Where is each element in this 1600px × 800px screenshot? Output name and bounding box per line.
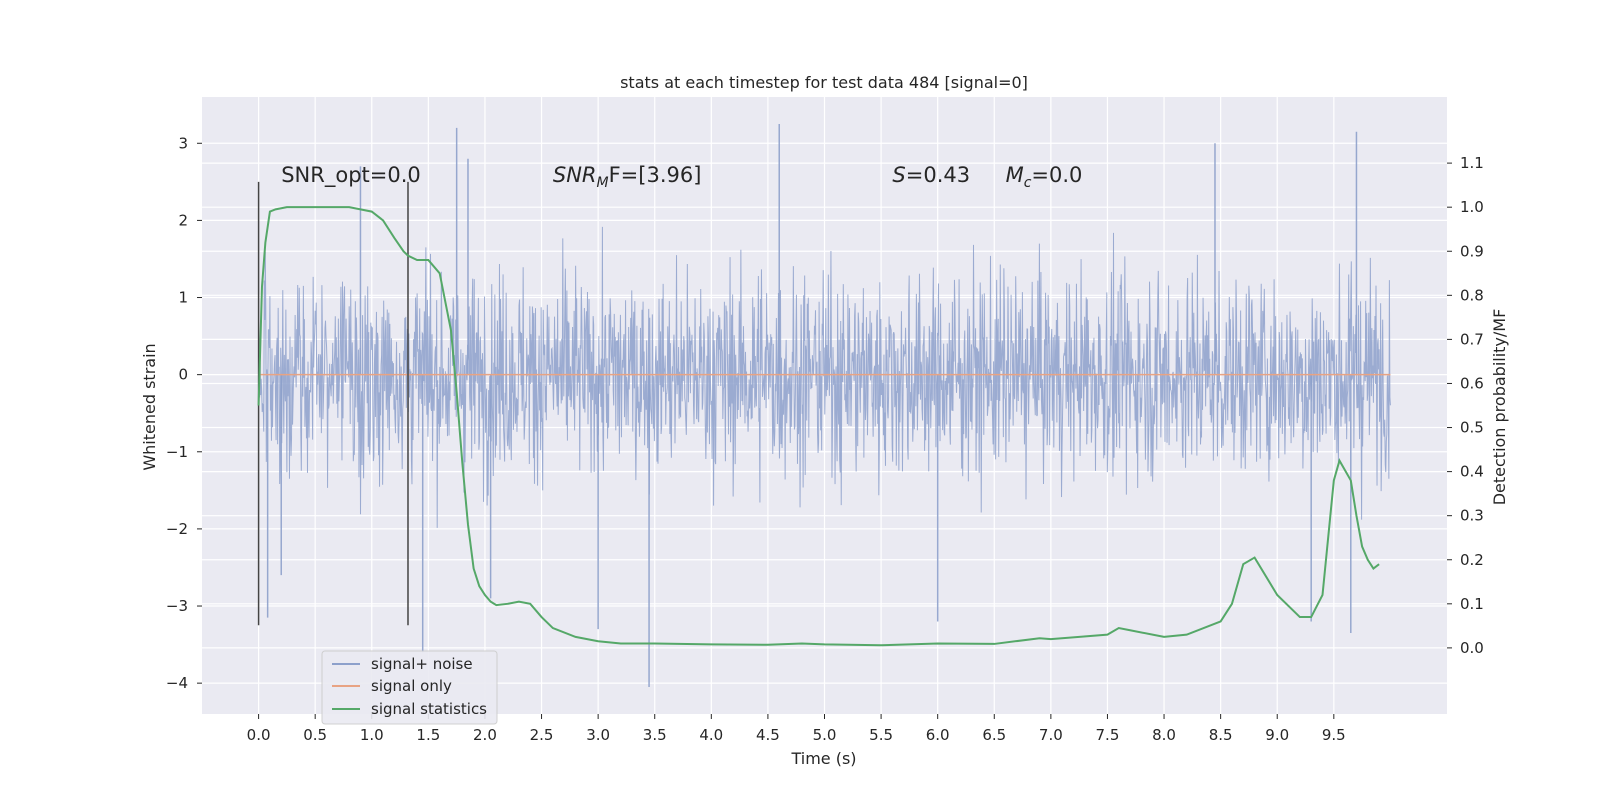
annotation-text: SNR_opt=0.0 — [281, 163, 421, 188]
right-y-axis-ticks: 0.0 0.1 0.2 0.3 0.4 0.5 0.6 0.7 0.8 0.9 1.0 1.1 — [1447, 154, 1484, 657]
legend: signal+ noise signal only signal statist… — [321, 650, 498, 725]
x-tick-label: 9.5 — [1322, 726, 1346, 744]
legend-box — [321, 650, 498, 725]
y-tick-label-right: 0.1 — [1460, 595, 1484, 613]
x-tick-label: 5.5 — [869, 726, 893, 744]
y-tick-label-left: 3 — [178, 134, 188, 152]
y-axis-label-right: Detection probability/MF — [1490, 309, 1509, 506]
left-y-axis-ticks: −4 −3 −2 −1 0 1 2 3 — [166, 134, 202, 692]
y-tick-label-right: 0.4 — [1460, 463, 1484, 481]
x-tick-label: 4.5 — [756, 726, 780, 744]
y-tick-label-right: 0.7 — [1460, 330, 1484, 348]
y-tick-label-right: 0.2 — [1460, 551, 1484, 569]
y-tick-label-left: −1 — [166, 443, 188, 461]
x-tick-label: 7.5 — [1096, 726, 1120, 744]
series-signal-statistics — [257, 206, 1380, 647]
x-axis-ticks: 0.0 0.5 1.0 1.5 2.0 2.5 3.0 3.5 4.0 4.5 5.0 5.5 6.0 6… — [247, 714, 1346, 744]
x-tick-label: 3.5 — [643, 726, 667, 744]
x-tick-label: 9.0 — [1265, 726, 1289, 744]
annotations: SNR_opt=0.0 SNRMF=[3.96] S=0.43 Mc=0.0 — [281, 163, 1082, 191]
x-tick-label: 8.5 — [1209, 726, 1233, 744]
legend-label-signal-only: signal only — [371, 677, 452, 695]
annotation-text: S=0.43 — [892, 163, 970, 187]
y-tick-label-left: −3 — [166, 597, 188, 615]
legend-label-signal-statistics: signal statistics — [371, 700, 487, 718]
x-tick-label: 1.5 — [416, 726, 440, 744]
x-tick-label: 1.0 — [360, 726, 384, 744]
x-axis-label: Time (s) — [790, 749, 856, 768]
series-signal-plus-noise — [258, 123, 1391, 688]
chart-title: stats at each timestep for test data 484… — [620, 73, 1028, 92]
x-tick-label: 2.5 — [530, 726, 554, 744]
y-tick-label-left: 0 — [178, 366, 188, 384]
y-tick-label-right: 0.8 — [1460, 286, 1484, 304]
y-tick-label-right: 1.0 — [1460, 198, 1484, 216]
y-axis-label-left: Whitened strain — [140, 343, 159, 470]
y-tick-label-left: −4 — [166, 674, 188, 692]
series-line-signal-plus-noise — [258, 226, 1391, 528]
x-tick-label: 8.0 — [1152, 726, 1176, 744]
x-tick-label: 3.0 — [586, 726, 610, 744]
y-tick-label-right: 0.9 — [1460, 242, 1484, 260]
x-tick-label: 5.0 — [813, 726, 837, 744]
series-line-signal-statistics — [257, 206, 1380, 647]
x-tick-label: 0.0 — [247, 726, 271, 744]
y-tick-label-right: 0.6 — [1460, 374, 1484, 392]
annotation-text: Mc=0.0 — [1006, 163, 1083, 191]
annotation-text: SNRMF=[3.96] — [553, 163, 702, 191]
x-tick-label: 0.5 — [303, 726, 327, 744]
y-tick-label-right: 0.5 — [1460, 419, 1484, 437]
y-tick-label-left: 1 — [178, 289, 188, 307]
y-tick-label-right: 0.3 — [1460, 507, 1484, 525]
y-tick-label-left: 2 — [178, 211, 188, 229]
legend-label-signal-plus-noise: signal+ noise — [371, 655, 473, 673]
x-tick-label: 7.0 — [1039, 726, 1063, 744]
y-tick-label-left: −2 — [166, 520, 188, 538]
x-tick-label: 6.5 — [982, 726, 1006, 744]
x-tick-label: 4.0 — [699, 726, 723, 744]
y-tick-label-right: 1.1 — [1460, 154, 1484, 172]
x-tick-label: 2.0 — [473, 726, 497, 744]
y-tick-label-right: 0.0 — [1460, 639, 1484, 657]
x-tick-label: 6.0 — [926, 726, 950, 744]
